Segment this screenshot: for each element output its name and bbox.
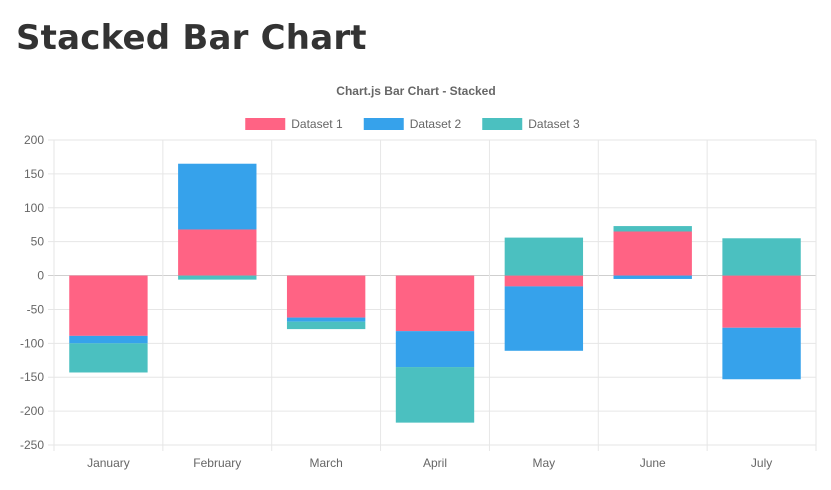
y-tick-label: 100 <box>24 201 44 215</box>
legend-item-2[interactable]: Dataset 2 <box>363 117 462 131</box>
bar-february-dataset-2[interactable] <box>178 163 257 230</box>
chart-title: Chart.js Bar Chart - Stacked <box>336 84 495 98</box>
legend-label: Dataset 3 <box>528 117 580 131</box>
bar-may-dataset-3[interactable] <box>504 237 584 276</box>
y-tick-label: 150 <box>24 167 44 181</box>
y-tick-label: -250 <box>20 438 44 452</box>
legend-swatch <box>245 118 286 130</box>
legend-item-3[interactable]: Dataset 3 <box>482 117 580 131</box>
legend-label: Dataset 1 <box>291 117 343 131</box>
bar-january-dataset-2[interactable] <box>69 335 148 344</box>
y-tick-label: -150 <box>20 370 44 384</box>
x-tick-label: May <box>533 456 556 470</box>
bar-february-dataset-3[interactable] <box>178 275 257 280</box>
x-tick-label: February <box>193 456 241 470</box>
bar-april-dataset-3[interactable] <box>395 367 475 423</box>
bar-march-dataset-3[interactable] <box>286 321 366 330</box>
bar-may-dataset-2[interactable] <box>504 286 584 351</box>
bar-july-dataset-3[interactable] <box>722 238 801 276</box>
bar-may-dataset-1[interactable] <box>504 275 584 287</box>
x-tick-label: April <box>423 456 447 470</box>
chart-legend[interactable]: Dataset 1 Dataset 2 Dataset 3 <box>245 117 580 131</box>
bar-july-dataset-2[interactable] <box>722 327 801 380</box>
legend-swatch <box>482 118 523 130</box>
y-tick-label: 0 <box>37 269 44 283</box>
page-title: Stacked Bar Chart <box>16 18 367 58</box>
bar-june-dataset-1[interactable] <box>613 231 692 276</box>
axes: 200 150 100 50 0 -50 -100 -150 -200 -250 January Fe… <box>20 133 772 470</box>
bar-january-dataset-3[interactable] <box>69 343 148 373</box>
bar-june-dataset-2[interactable] <box>613 275 692 279</box>
bar-april-dataset-2[interactable] <box>395 331 475 368</box>
x-tick-label: March <box>309 456 342 470</box>
y-tick-label: -200 <box>20 404 44 418</box>
bar-january-dataset-1[interactable] <box>69 275 148 336</box>
x-tick-label: July <box>751 456 772 470</box>
bar-april-dataset-1[interactable] <box>395 275 475 332</box>
bar-march-dataset-1[interactable] <box>286 275 366 318</box>
chart-container: Chart.js Bar Chart - Stacked Dataset 1 Da… <box>0 70 831 490</box>
y-tick-label: -50 <box>27 302 45 316</box>
bar-june-dataset-3[interactable] <box>613 226 692 232</box>
y-tick-label: -100 <box>20 336 44 350</box>
legend-item-1[interactable]: Dataset 1 <box>245 117 343 131</box>
bars-group <box>69 163 801 423</box>
bar-july-dataset-1[interactable] <box>722 275 801 328</box>
legend-swatch <box>363 118 404 130</box>
legend-label: Dataset 2 <box>410 117 462 131</box>
y-tick-label: 50 <box>31 235 45 249</box>
stacked-bar-chart: Chart.js Bar Chart - Stacked Dataset 1 Da… <box>20 84 817 470</box>
bar-february-dataset-1[interactable] <box>178 229 257 276</box>
x-tick-label: January <box>87 456 130 470</box>
x-tick-label: June <box>640 456 666 470</box>
y-tick-label: 200 <box>24 133 44 147</box>
bar-march-dataset-2[interactable] <box>286 317 366 322</box>
